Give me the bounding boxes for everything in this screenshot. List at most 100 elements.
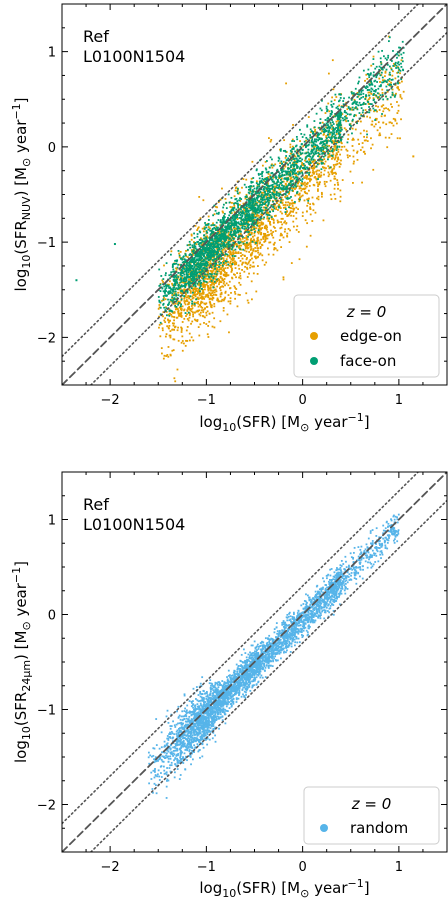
scatter-point-edge-on [230, 264, 233, 267]
scatter-point-face-on [249, 185, 252, 187]
scatter-point-face-on [381, 113, 383, 115]
scatter-point-face-on [216, 250, 219, 253]
scatter-point-edge-on [281, 223, 284, 226]
scatter-point-face-on [177, 284, 180, 287]
scatter-point-edge-on [170, 250, 173, 253]
scatter-point-face-on [242, 248, 245, 251]
scatter-point-face-on [173, 270, 175, 273]
scatter-point-edge-on [306, 175, 309, 178]
scatter-point-face-on [319, 121, 322, 124]
scatter-point-face-on [266, 188, 269, 191]
scatter-point-face-on [165, 307, 168, 310]
scatter-point-edge-on [204, 258, 207, 261]
scatter-point-face-on [205, 260, 208, 263]
scatter-point-face-on [216, 240, 219, 242]
scatter-point-edge-on [222, 257, 225, 260]
scatter-point-face-on [395, 64, 398, 67]
scatter-point-face-on [281, 184, 284, 187]
scatter-point-edge-on [259, 245, 262, 248]
scatter-point-edge-on [282, 278, 285, 281]
scatter-point-edge-on [351, 139, 354, 141]
scatter-point-face-on [370, 103, 373, 106]
scatter-point-face-on [234, 248, 237, 251]
scatter-point-edge-on [312, 167, 315, 170]
scatter-point-edge-on [253, 234, 256, 237]
scatter-point-edge-on [220, 251, 223, 254]
scatter-point-face-on [313, 153, 316, 156]
scatter-point-face-on [320, 162, 323, 165]
scatter-point-face-on [223, 242, 226, 245]
scatter-point-face-on [242, 223, 245, 225]
scatter-point-edge-on [233, 273, 236, 276]
scatter-point-face-on [213, 246, 216, 248]
scatter-point-edge-on [380, 105, 383, 108]
scatter-point-face-on [252, 213, 255, 216]
scatter-point-edge-on [268, 137, 270, 139]
scatter-point-face-on [265, 183, 268, 185]
scatter-point-face-on [295, 185, 297, 188]
scatter-point-edge-on [211, 292, 214, 294]
scatter-point-face-on [250, 181, 253, 184]
scatter-point-face-on [311, 145, 314, 148]
scatter-point-edge-on [234, 189, 237, 192]
scatter-point-face-on [282, 188, 285, 191]
scatter-point-edge-on [262, 238, 265, 240]
scatter-point-edge-on [287, 171, 290, 174]
scatter-point-face-on [386, 63, 389, 66]
scatter-point-edge-on [180, 311, 183, 314]
scatter-point-face-on [350, 91, 353, 94]
scatter-point-face-on [210, 280, 213, 282]
scatter-point-edge-on [333, 148, 336, 151]
scatter-point-edge-on [346, 108, 349, 111]
scatter-point-edge-on [221, 210, 224, 213]
scatter-point-face-on [317, 155, 319, 158]
scatter-point-edge-on [379, 126, 382, 129]
scatter-point-face-on [164, 289, 167, 292]
scatter-point-edge-on [247, 262, 250, 264]
scatter-point-edge-on [337, 187, 339, 190]
scatter-point-face-on [327, 130, 330, 133]
scatter-point-face-on [192, 250, 195, 253]
scatter-point-face-on [278, 172, 281, 175]
scatter-point-edge-on [202, 311, 205, 313]
scatter-point-edge-on [226, 266, 229, 269]
scatter-point-face-on [225, 207, 228, 210]
scatter-point-face-on [267, 214, 269, 216]
scatter-point-edge-on [252, 238, 255, 241]
scatter-point-edge-on [168, 327, 170, 330]
scatter-point-face-on [257, 205, 260, 208]
scatter-point-edge-on [292, 207, 294, 210]
scatter-point-edge-on [192, 289, 195, 292]
scatter-point-edge-on [265, 237, 268, 240]
scatter-point-face-on [249, 207, 252, 209]
scatter-point-face-on [196, 265, 199, 268]
scatter-point-face-on [257, 211, 260, 214]
scatter-point-face-on [218, 260, 221, 263]
scatter-point-face-on [237, 227, 239, 230]
scatter-point-edge-on [400, 97, 403, 100]
scatter-point-edge-on [177, 302, 179, 305]
scatter-point-face-on [185, 267, 188, 270]
scatter-point-face-on [185, 272, 188, 275]
scatter-point-face-on [175, 287, 178, 290]
scatter-point-edge-on [375, 105, 377, 107]
scatter-point-face-on [201, 251, 204, 254]
scatter-point-face-on [394, 63, 396, 66]
scatter-point-face-on [346, 113, 349, 116]
scatter-point-face-on [247, 226, 250, 229]
scatter-point-edge-on [231, 267, 233, 270]
scatter-point-edge-on [224, 296, 227, 299]
scatter-point-edge-on [317, 153, 320, 155]
scatter-point-face-on [337, 132, 340, 134]
scatter-point-face-on [213, 204, 216, 207]
scatter-point-face-on [242, 242, 245, 245]
scatter-point-face-on [172, 279, 175, 281]
scatter-point-face-on [315, 148, 318, 150]
scatter-point-edge-on [343, 127, 346, 130]
scatter-point-edge-on [206, 310, 209, 313]
scatter-point-edge-on [195, 289, 197, 292]
scatter-point-face-on [268, 166, 271, 169]
scatter-point-edge-on [215, 274, 218, 277]
scatter-point-edge-on [224, 291, 227, 294]
scatter-point-face-on [186, 274, 189, 276]
